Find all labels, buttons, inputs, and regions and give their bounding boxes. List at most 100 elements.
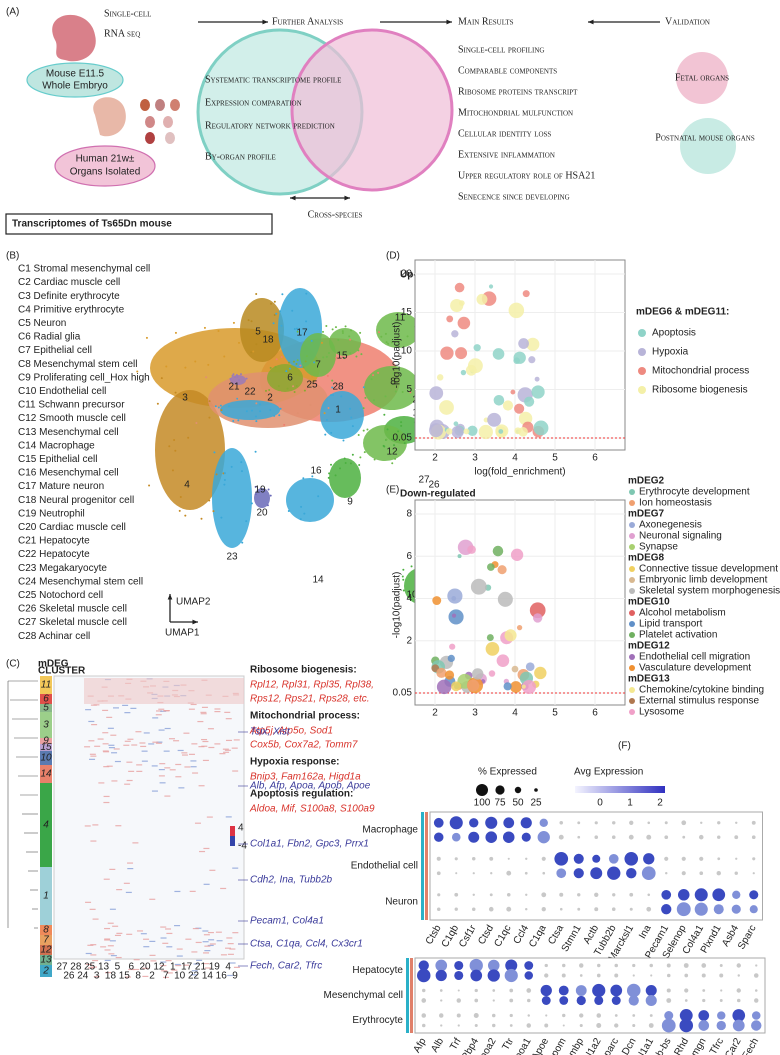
x-tick-label: 6 <box>592 453 598 464</box>
dot <box>577 835 581 839</box>
heat-cell <box>88 720 95 723</box>
legend-label: Apoptosis <box>652 328 696 339</box>
dot <box>558 985 569 996</box>
result-item: Cellular identity loss <box>458 128 551 139</box>
umap-cell <box>295 384 298 387</box>
heat-cell <box>92 959 99 962</box>
heat-cell <box>100 946 107 948</box>
legend-swatch <box>638 329 646 337</box>
dot <box>540 984 552 997</box>
dot <box>472 857 476 861</box>
dot <box>717 857 721 861</box>
bubble <box>453 421 459 427</box>
bubble <box>446 315 454 323</box>
size-swatch <box>495 785 505 795</box>
row-label: 8 <box>43 925 49 936</box>
dot <box>614 973 619 978</box>
umap-cell <box>205 376 208 379</box>
legend-swatch <box>629 709 635 715</box>
umap-cell <box>296 359 299 362</box>
plot-area <box>429 811 763 921</box>
heat-cell <box>208 939 215 941</box>
umap-cell <box>362 429 365 432</box>
umap-cell <box>302 477 305 480</box>
dot <box>632 1014 636 1017</box>
dot <box>488 906 494 912</box>
row-label: 7 <box>43 935 49 946</box>
dot <box>440 1024 443 1027</box>
row-label: Hepatocyte <box>352 965 403 976</box>
dot <box>525 857 528 860</box>
cluster-bar <box>40 945 52 955</box>
heat-cell <box>158 708 165 710</box>
umap-cell <box>250 320 253 323</box>
heat-cell <box>92 918 99 920</box>
umap-cell <box>239 373 242 376</box>
bubble <box>465 364 477 376</box>
group-bar <box>425 884 428 920</box>
dot <box>455 872 458 875</box>
legend-label: Chemokine/cytokine binding <box>639 685 764 696</box>
dot <box>594 835 599 839</box>
dot <box>509 988 514 993</box>
row-label: 9 <box>43 736 49 747</box>
umap-cell <box>325 418 328 421</box>
heat-cell <box>114 760 121 763</box>
heat-cell <box>227 953 234 955</box>
dot <box>611 907 616 911</box>
row-label: 12 <box>40 945 52 956</box>
heat-cell <box>160 937 167 939</box>
umap-cell <box>344 461 347 464</box>
dot <box>661 889 672 900</box>
umap-cell <box>321 330 324 333</box>
heat-cell <box>89 753 96 755</box>
umap-cell <box>377 371 380 374</box>
row-label: 1 <box>43 891 49 902</box>
heat-cell <box>190 766 197 768</box>
size-label: 25 <box>530 798 542 809</box>
heat-cell <box>204 967 211 969</box>
panel-label: (C) <box>6 659 20 670</box>
heat-cell <box>107 727 114 729</box>
umap-cell <box>328 472 331 475</box>
heat-cell <box>216 940 223 942</box>
cluster-name: C12 Smooth muscle cell <box>18 413 126 424</box>
group-bar <box>421 812 424 848</box>
heat-cell <box>113 748 120 750</box>
heat-cell <box>229 948 236 950</box>
arrow-head <box>167 594 173 600</box>
umap-cell <box>387 342 390 345</box>
cluster-bar <box>40 694 52 704</box>
dot <box>579 1013 584 1018</box>
col-label: 20 <box>140 962 152 973</box>
legend-label: Skeletal system morphogenesis <box>639 586 780 597</box>
heat-cell <box>158 729 165 731</box>
bubble <box>518 338 529 349</box>
umap-cell <box>212 510 215 513</box>
annotation-title: Hypoxia response: <box>250 757 339 768</box>
bubble <box>448 609 464 625</box>
heat-cell <box>159 782 166 784</box>
bubble <box>534 376 540 382</box>
umap-cell <box>350 416 353 419</box>
plot-area <box>414 957 766 1034</box>
size-swatch <box>476 784 488 796</box>
heat-cell <box>158 768 165 771</box>
row-label: 5 <box>43 703 49 714</box>
dot <box>485 831 498 843</box>
bubble <box>510 548 524 561</box>
legend-label: Endothelial cell migration <box>639 652 750 663</box>
cluster-bar <box>40 925 52 935</box>
umap-cell <box>279 310 282 313</box>
size-swatch <box>514 786 522 794</box>
dot <box>471 907 476 911</box>
umap-cell <box>283 423 286 426</box>
dot <box>732 1009 746 1022</box>
umap-cluster <box>300 333 336 377</box>
umap-cell <box>330 394 333 397</box>
umap-cell <box>278 414 281 417</box>
dot <box>457 989 460 992</box>
dot <box>645 994 657 1007</box>
dot <box>436 856 441 861</box>
dot <box>684 999 688 1002</box>
